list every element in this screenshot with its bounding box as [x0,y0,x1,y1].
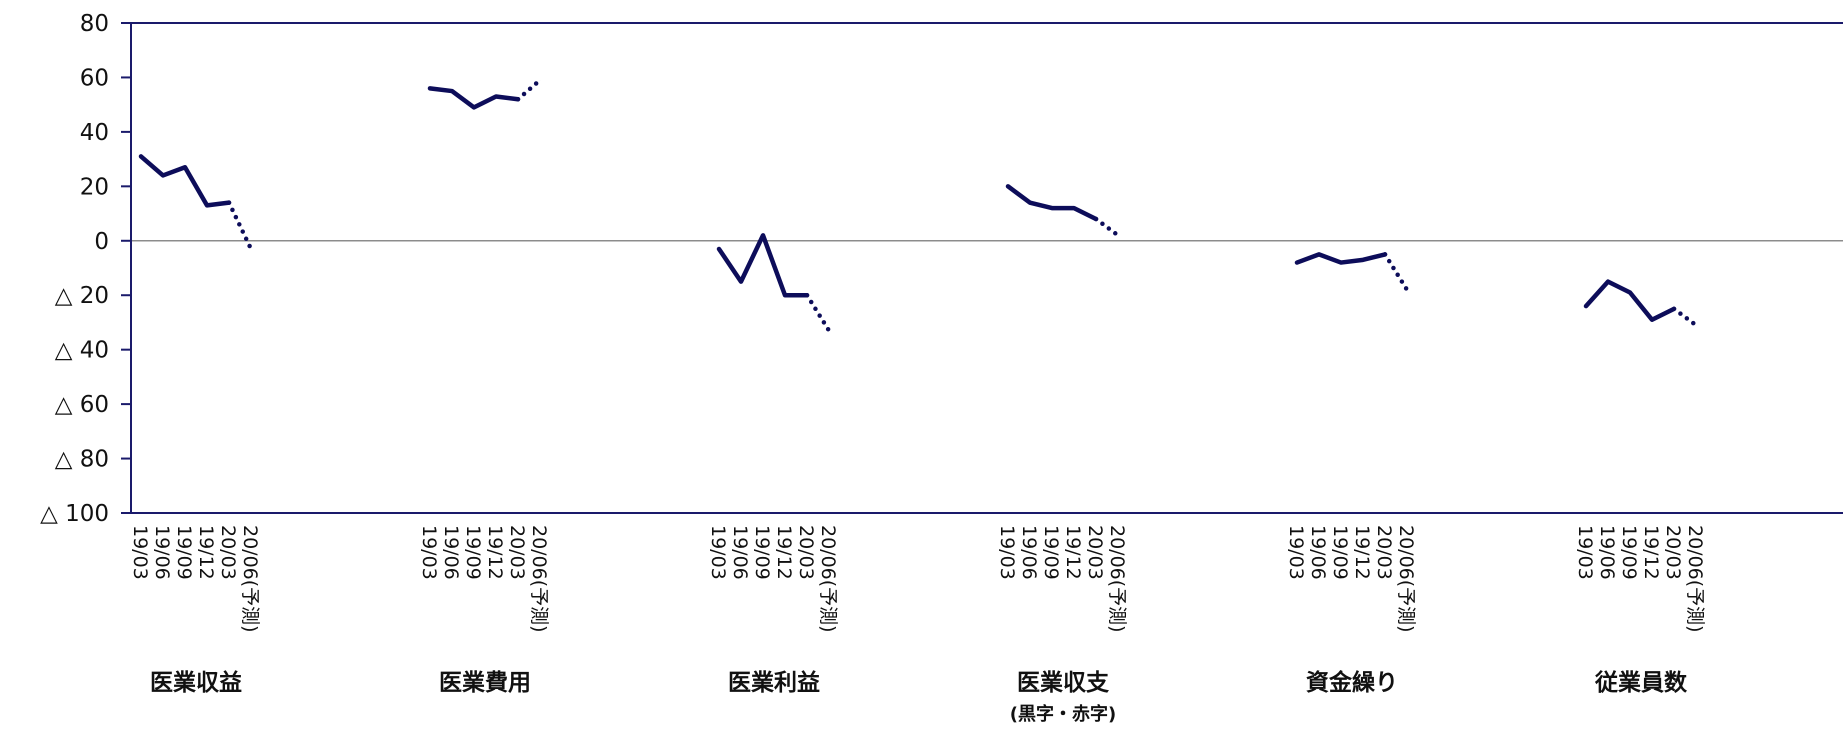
x-tick-label: 20/03 [506,525,528,580]
x-tick-label: 19/03 [418,525,440,580]
x-tick-label: 19/12 [1351,525,1373,580]
x-tick-label: 20/06(予測) [817,525,839,633]
x-tick-label: 19/06 [151,525,173,580]
x-tick-label: 19/09 [1329,525,1351,580]
group-label: 医業収益 [150,669,242,696]
series-line-forecast [1385,254,1407,289]
x-tick-label: 19/03 [707,525,729,580]
series-line-forecast [229,203,251,249]
series-line-actual [1586,282,1674,320]
x-tick-label: 19/09 [1618,525,1640,580]
series-line-actual [430,88,518,107]
x-tick-label: 19/03 [129,525,151,580]
x-tick-label: 19/03 [996,525,1018,580]
x-tick-label: 19/06 [1018,525,1040,580]
group-label: 医業利益 [728,669,820,696]
group-label: 医業収支 [1017,669,1110,696]
axes: 80 60 40 20 0 △ 20 △ 40 △ 60 △ 80 △ 100 [40,11,1843,527]
series-line-actual [141,156,229,205]
x-tick-label: 20/06(予測) [1106,525,1128,633]
series-line-forecast [1096,219,1118,235]
x-tick-label: 20/03 [1084,525,1106,580]
y-tick-label: △ 40 [55,338,109,364]
series-lines [141,80,1696,331]
x-tick-label: 20/03 [217,525,239,580]
series-line-forecast [518,80,540,99]
x-tick-label: 19/12 [195,525,217,580]
series-line-forecast [807,295,829,330]
series-line-actual [1008,186,1096,219]
y-tick-label: 80 [80,11,109,37]
series-line-actual [719,235,807,295]
group-sublabel: (黒字・赤字) [1010,703,1116,725]
y-tick-label: 0 [94,229,109,255]
x-tick-label: 19/06 [1596,525,1618,580]
x-tick-label: 19/06 [729,525,751,580]
x-tick-label: 19/12 [1062,525,1084,580]
x-tick-label: 20/03 [1662,525,1684,580]
x-tick-label: 19/09 [173,525,195,580]
y-tick-label: 40 [80,120,109,146]
x-tick-label: 20/03 [1373,525,1395,580]
x-tick-label: 19/03 [1285,525,1307,580]
x-tick-label: 20/03 [795,525,817,580]
y-tick-label: △ 20 [55,283,109,309]
y-tick-label: 20 [80,174,109,200]
x-tick-label: 20/06(予測) [239,525,261,633]
series-line-forecast [1674,309,1696,325]
y-tick-label: △ 60 [55,392,109,418]
y-tick-label: 60 [80,65,109,91]
x-tick-label: 20/06(予測) [528,525,550,633]
x-tick-label: 19/09 [462,525,484,580]
x-tick-label: 19/09 [751,525,773,580]
group-label: 資金繰り [1306,669,1398,696]
y-tick-label: △ 100 [40,501,109,527]
x-tick-label: 20/06(予測) [1395,525,1417,633]
x-tick-label: 19/06 [440,525,462,580]
series-line-actual [1297,254,1385,262]
x-tick-label: 19/12 [1640,525,1662,580]
x-tick-label: 19/09 [1040,525,1062,580]
group-label: 従業員数 [1594,669,1688,696]
x-tick-label: 19/06 [1307,525,1329,580]
x-tick-label: 20/06(予測) [1684,525,1706,633]
y-tick-label: △ 80 [55,447,109,473]
group-label: 医業費用 [439,669,531,696]
x-tick-label: 19/12 [773,525,795,580]
x-tick-label: 19/12 [484,525,506,580]
x-tick-label: 19/03 [1574,525,1596,580]
